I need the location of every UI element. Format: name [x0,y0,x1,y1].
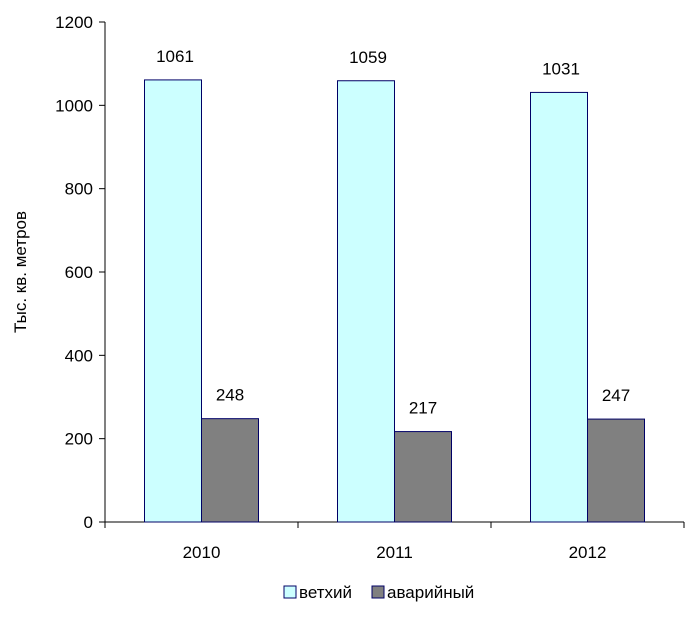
data-label: 1061 [156,47,194,66]
x-category-label: 2012 [569,543,607,562]
x-category-label: 2011 [376,543,413,562]
x-category-label: 2010 [183,543,221,562]
legend-label: аварийный [387,583,474,602]
y-tick-label: 800 [65,180,93,199]
plot-area: 0 200 400 600 800 1000 1200 2010 1061 248 2011 1059… [55,13,685,562]
bar-vethiy [530,91,588,523]
y-tick-label: 200 [65,430,93,449]
y-tick-label: 1200 [55,13,93,32]
y-tick-label: 600 [65,263,93,282]
data-label: 248 [216,386,244,405]
legend-swatch [371,585,385,599]
legend-label: ветхий [299,583,352,602]
bar-avariyniy [587,418,645,523]
bar-avariyniy [201,418,259,523]
bar-vethiy [144,79,202,523]
bar-avariyniy [394,431,452,523]
legend-swatch [283,585,297,599]
legend: ветхий аварийный [283,583,474,602]
y-axis-title: Тыс. кв. метров [11,211,30,333]
y-tick-label: 0 [84,513,93,532]
data-label: 1059 [349,48,387,67]
bar-vethiy [337,80,395,523]
data-label: 247 [602,386,630,405]
y-tick-label: 400 [65,346,93,365]
data-label: 1031 [542,59,580,78]
data-label: 217 [409,399,437,418]
y-tick-label: 1000 [55,96,93,115]
